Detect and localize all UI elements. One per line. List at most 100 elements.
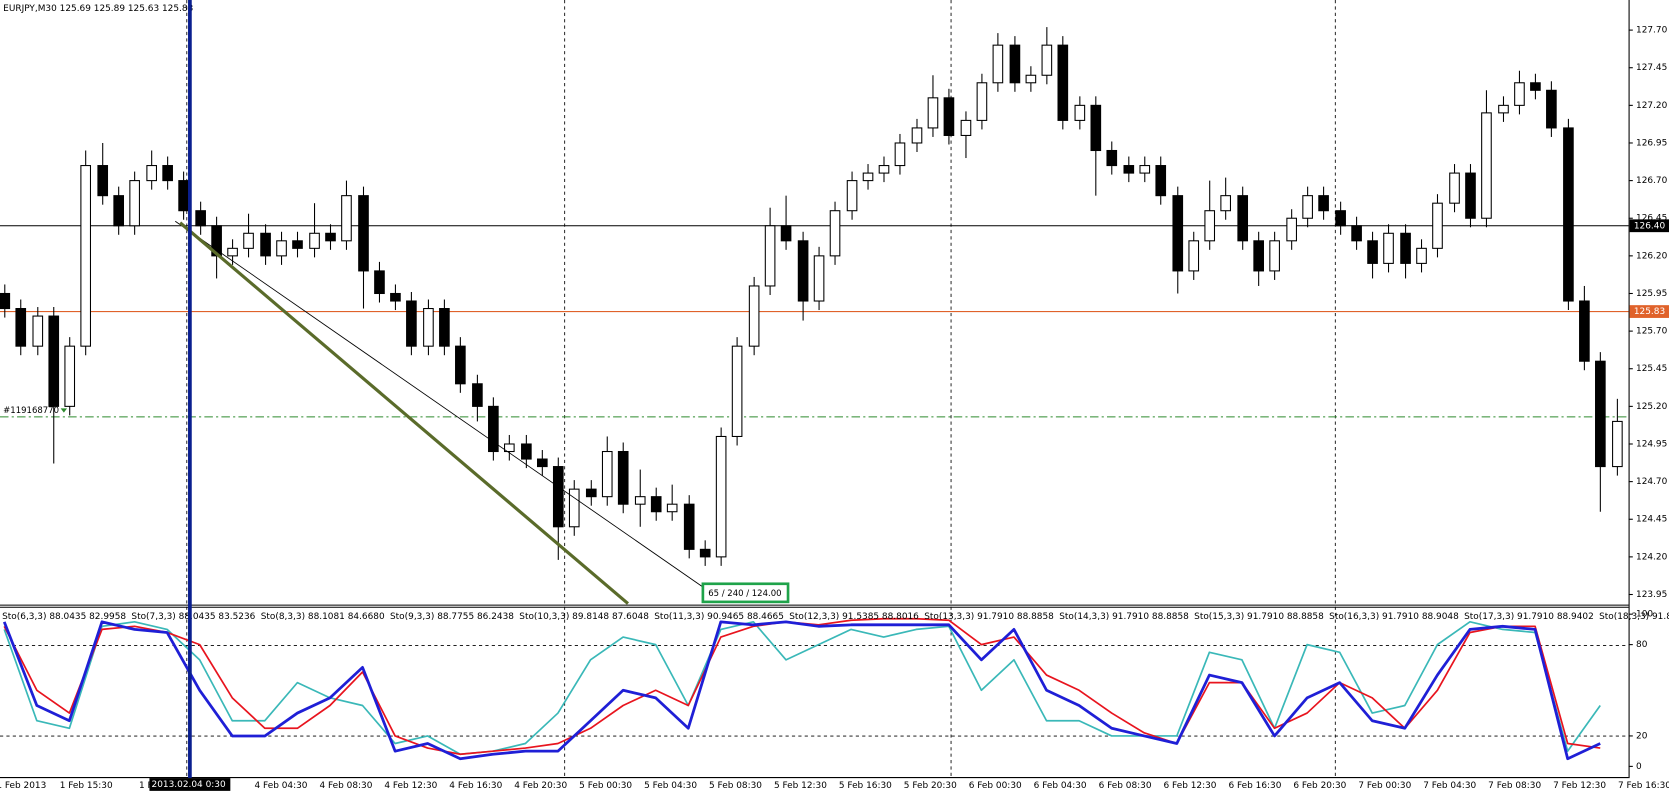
candle-body [309, 232, 320, 249]
candle-body [243, 232, 254, 249]
candle-body [1335, 210, 1346, 227]
trend-label: 65 / 240 / 124.00 [708, 589, 781, 599]
order-label: #119168770 [3, 406, 59, 416]
candle-body [1318, 195, 1329, 212]
candle-body [1546, 89, 1557, 129]
candle-body [1416, 247, 1427, 264]
candle-body [1302, 195, 1313, 219]
cursor-time-box [149, 778, 231, 791]
x-tick-label: 6 Feb 04:30 [1034, 781, 1087, 791]
candle-body [927, 97, 939, 129]
candle-body [48, 315, 60, 407]
x-tick-label: 6 Feb 16:30 [1228, 781, 1281, 791]
order-arrow [60, 408, 68, 413]
candle-body [1286, 217, 1297, 242]
candle-body [1465, 172, 1476, 219]
y-tick-label: 126.70 [1636, 176, 1668, 186]
candle-body [666, 503, 678, 513]
candle-body [1188, 240, 1200, 272]
candle-body [1155, 165, 1167, 197]
candle-body [503, 443, 515, 453]
candle-body [455, 345, 466, 385]
stochastic-line [3, 620, 1601, 756]
indicator-label: Sto(14,3,3) 91.7910 88.8858 [1059, 612, 1189, 622]
candle-body [878, 165, 890, 174]
x-tick-label: 5 Feb 04:30 [644, 781, 697, 791]
chart-title: EURJPY,M30 125.69 125.89 125.63 125.83 [3, 4, 193, 14]
candle-body [260, 232, 271, 257]
y-tick-label: 125.95 [1636, 289, 1667, 299]
candle-body [943, 97, 955, 136]
y-tick-label: 126.45 [1636, 214, 1667, 224]
candle-body [1204, 210, 1216, 242]
candle-body [1481, 112, 1492, 219]
candle-body [1383, 232, 1394, 264]
candle-body [813, 255, 825, 302]
candle-body [276, 240, 287, 257]
candle-body [1009, 44, 1021, 84]
candle-body [1514, 82, 1525, 106]
candle-body [1367, 240, 1378, 264]
candle-body [488, 405, 499, 453]
x-tick-label: 7 Feb 12:30 [1553, 781, 1606, 791]
candle-body [406, 300, 417, 347]
candle-body [358, 195, 369, 272]
candle-body [1090, 104, 1102, 152]
candle-body [1563, 127, 1574, 302]
y-tick-label: 20 [1636, 731, 1648, 741]
candle-body [325, 232, 336, 242]
candle-body [764, 225, 776, 287]
candle-body [715, 435, 727, 558]
price-label-box [1629, 305, 1669, 318]
indicator-label: Sto(11,3,3) 90.9465 88.4665 [654, 612, 784, 622]
x-tick-label: 5 Feb 08:30 [709, 781, 762, 791]
candle-body [80, 165, 92, 347]
candle-body [15, 308, 27, 347]
candle-body [797, 240, 809, 302]
x-tick-label: 6 Feb 20:30 [1293, 781, 1346, 791]
indicator-label: Sto(12,3,3) 91.5385 88.8016 [789, 612, 919, 622]
candle-body [439, 308, 450, 347]
x-tick-label: 5 Feb 16:30 [839, 781, 892, 791]
indicator-label: Sto(15,3,3) 91.7910 88.8858 [1194, 612, 1324, 622]
candle-body [1172, 195, 1184, 272]
candle-body [699, 548, 711, 558]
candle-body [1220, 195, 1231, 212]
candle-body [960, 119, 972, 136]
x-tick-label: 7 Feb 00:30 [1358, 781, 1411, 791]
y-tick-label: 0 [1636, 762, 1642, 772]
candle-body [911, 127, 923, 144]
candle-body [32, 315, 44, 347]
candle-body [1025, 74, 1037, 84]
cursor-time-label: 2013.02.04 0:30 [152, 780, 226, 790]
indicator-label: Sto(6,3,3) 88.0435 82.9958 [2, 612, 126, 622]
candle-body [472, 383, 483, 407]
candle-body [1139, 165, 1151, 174]
candle-body [1612, 420, 1623, 468]
x-tick-label: 4 Feb 12:30 [384, 781, 437, 791]
x-tick-label: 4 Feb 08:30 [319, 781, 372, 791]
y-tick-label: 127.20 [1636, 101, 1668, 111]
candle-body [178, 180, 189, 212]
x-tick-label: 7 Feb 04:30 [1423, 781, 1476, 791]
y-tick-label: 127.70 [1636, 26, 1668, 36]
x-tick-label: 6 Feb 12:30 [1164, 781, 1217, 791]
candle-body [894, 142, 906, 167]
candle-body [1106, 149, 1118, 167]
candle-body [97, 165, 109, 197]
candle-body [1057, 44, 1069, 121]
candle-body [195, 210, 206, 227]
candle-body [292, 240, 303, 249]
candle-body [1449, 172, 1460, 204]
candle-body [846, 180, 858, 212]
candle-body [1400, 232, 1411, 264]
y-tick-label: 127.45 [1636, 63, 1667, 73]
candle-body [0, 292, 11, 310]
y-tick-label: 80 [1636, 640, 1648, 650]
stochastic-line [2, 620, 1601, 761]
y-tick-label: 125.20 [1636, 402, 1668, 412]
candle-body [1432, 202, 1443, 249]
x-tick-label: 5 Feb 20:30 [904, 781, 957, 791]
